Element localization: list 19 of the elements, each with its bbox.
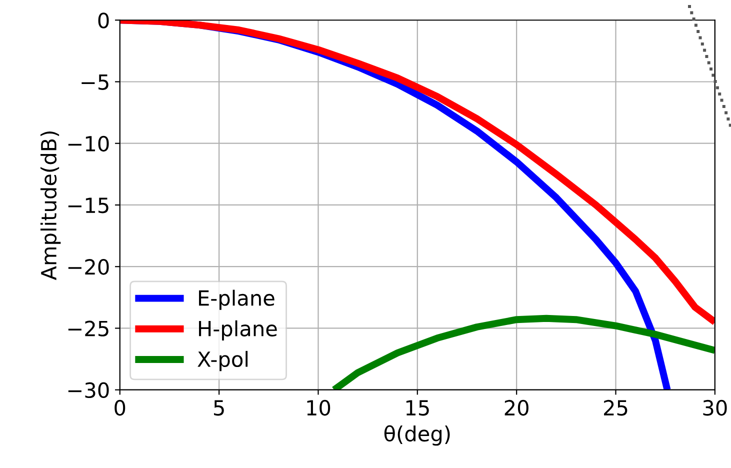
y-tick-label: −15	[68, 198, 108, 214]
x-tick-label: 5	[214, 400, 224, 416]
x-tick-label: 10	[307, 400, 330, 416]
y-tick-label: −10	[68, 136, 109, 152]
y-tick-label: −30	[68, 382, 109, 398]
y-tick-label: −5	[82, 74, 108, 90]
legend-label: X-pol	[198, 350, 248, 372]
x-axis-title: θ(deg)	[384, 425, 450, 446]
y-tick-label: 0	[98, 12, 109, 28]
x-tick-label: 25	[604, 400, 628, 416]
y-tick-label: −25	[68, 320, 108, 336]
y-tick-label: −20	[68, 259, 109, 275]
legend-label: H-plane	[199, 320, 277, 341]
x-tick-label: 15	[406, 400, 429, 416]
x-tick-label: 30	[703, 400, 727, 416]
x-tick-label: 0	[114, 400, 126, 416]
x-tick-label: 20	[504, 400, 528, 416]
legend-label: E-plane	[199, 290, 274, 310]
y-axis-title: Amplitude(dB)	[40, 132, 61, 280]
